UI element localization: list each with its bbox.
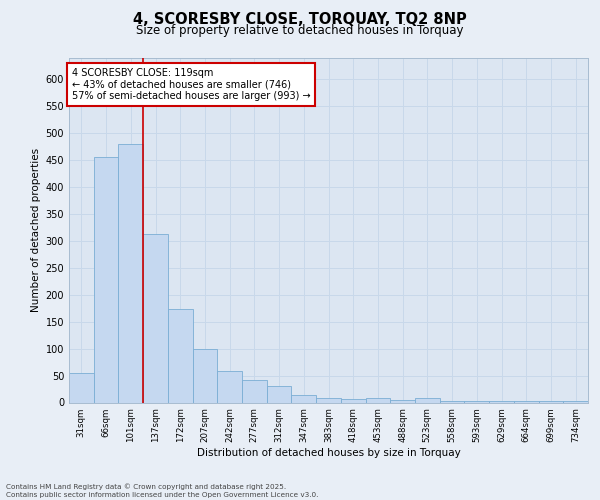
Y-axis label: Number of detached properties: Number of detached properties: [31, 148, 41, 312]
Bar: [316, 398, 341, 402]
Bar: [242, 380, 267, 402]
Bar: [341, 398, 365, 402]
X-axis label: Distribution of detached houses by size in Torquay: Distribution of detached houses by size …: [197, 448, 460, 458]
Bar: [217, 371, 242, 402]
Text: 4, SCORESBY CLOSE, TORQUAY, TQ2 8NP: 4, SCORESBY CLOSE, TORQUAY, TQ2 8NP: [133, 12, 467, 28]
Bar: [118, 144, 143, 403]
Bar: [267, 386, 292, 402]
Bar: [390, 400, 415, 402]
Bar: [539, 401, 563, 402]
Bar: [415, 398, 440, 402]
Text: Size of property relative to detached houses in Torquay: Size of property relative to detached ho…: [136, 24, 464, 37]
Text: Contains HM Land Registry data © Crown copyright and database right 2025.
Contai: Contains HM Land Registry data © Crown c…: [6, 484, 319, 498]
Bar: [365, 398, 390, 402]
Bar: [168, 309, 193, 402]
Bar: [143, 234, 168, 402]
Bar: [193, 348, 217, 403]
Bar: [292, 395, 316, 402]
Text: 4 SCORESBY CLOSE: 119sqm
← 43% of detached houses are smaller (746)
57% of semi-: 4 SCORESBY CLOSE: 119sqm ← 43% of detach…: [71, 68, 310, 101]
Bar: [69, 373, 94, 402]
Bar: [94, 157, 118, 402]
